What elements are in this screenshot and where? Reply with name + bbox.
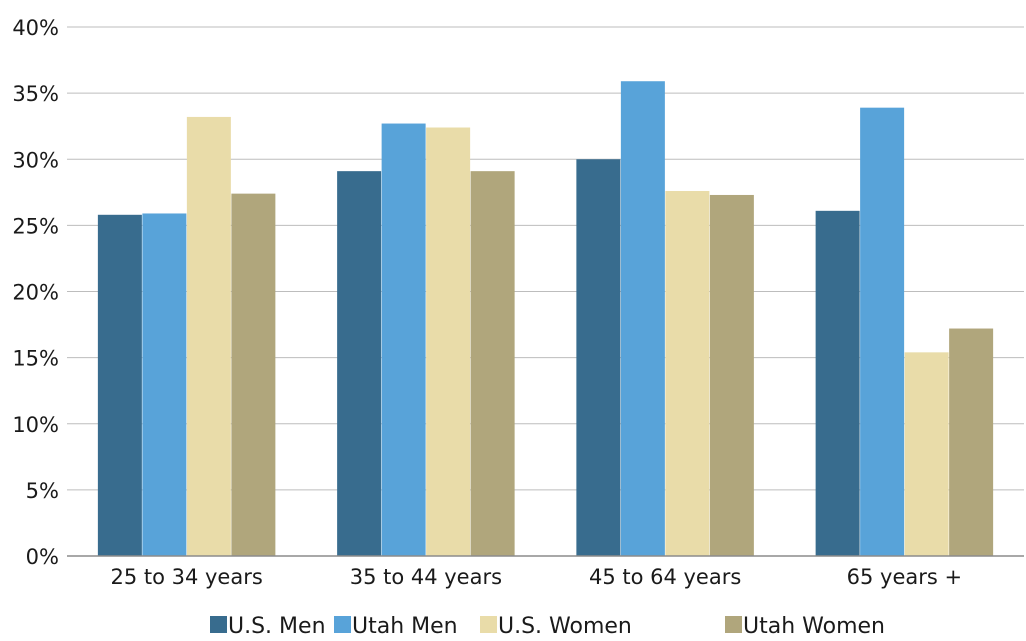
x-axis-category-labels: 25 to 34 years 35 to 44 years 45 to 64 yea… xyxy=(110,565,962,589)
x-category-label: 25 to 34 years xyxy=(110,565,262,589)
bar-utah-women-1 xyxy=(231,193,276,556)
bar-u-s-women-3 xyxy=(665,190,710,557)
bar-utah-men-3 xyxy=(620,81,665,556)
bar-u-s-women-1 xyxy=(186,116,231,557)
legend: U.S. Men Utah Men U.S. Women Utah Women xyxy=(210,614,885,639)
legend-swatch xyxy=(480,616,497,633)
x-category-label: 35 to 44 years xyxy=(350,565,502,589)
legend-label: Utah Men xyxy=(352,614,458,639)
legend-label: Utah Women xyxy=(743,614,885,639)
bar-u-s-women-2 xyxy=(426,127,471,556)
y-tick-label: 10% xyxy=(12,413,59,437)
bar-u-s-men-3 xyxy=(576,159,621,556)
x-category-label: 65 years + xyxy=(847,565,962,589)
x-category-label: 45 to 64 years xyxy=(589,565,741,589)
y-tick-label: 30% xyxy=(12,148,59,172)
bar-utah-women-4 xyxy=(949,328,994,556)
y-tick-label: 35% xyxy=(12,82,59,106)
legend-label: U.S. Men xyxy=(228,614,326,639)
bar-u-s-women-4 xyxy=(904,352,949,556)
bar-utah-men-2 xyxy=(381,123,426,556)
y-tick-label: 25% xyxy=(12,214,59,238)
y-axis-tick-labels: 0% 5% 10% 15% 20% 25% 30% 35% 40% xyxy=(12,16,59,569)
bar-utah-women-2 xyxy=(470,171,515,556)
y-tick-label: 15% xyxy=(12,347,59,371)
y-tick-label: 20% xyxy=(12,281,59,305)
bar-utah-men-1 xyxy=(142,213,187,556)
y-tick-label: 5% xyxy=(26,479,59,503)
legend-swatch xyxy=(334,616,351,633)
y-tick-label: 0% xyxy=(26,545,59,569)
bar-utah-men-4 xyxy=(860,107,905,557)
bar-u-s-men-2 xyxy=(337,171,382,556)
bar-utah-women-3 xyxy=(709,194,754,556)
legend-swatch xyxy=(725,616,742,633)
legend-label: U.S. Women xyxy=(498,614,632,639)
legend-swatch xyxy=(210,616,227,633)
bar-u-s-men-1 xyxy=(97,214,142,557)
bars xyxy=(97,81,994,557)
bar-u-s-men-4 xyxy=(815,210,860,556)
y-tick-label: 40% xyxy=(12,16,59,40)
